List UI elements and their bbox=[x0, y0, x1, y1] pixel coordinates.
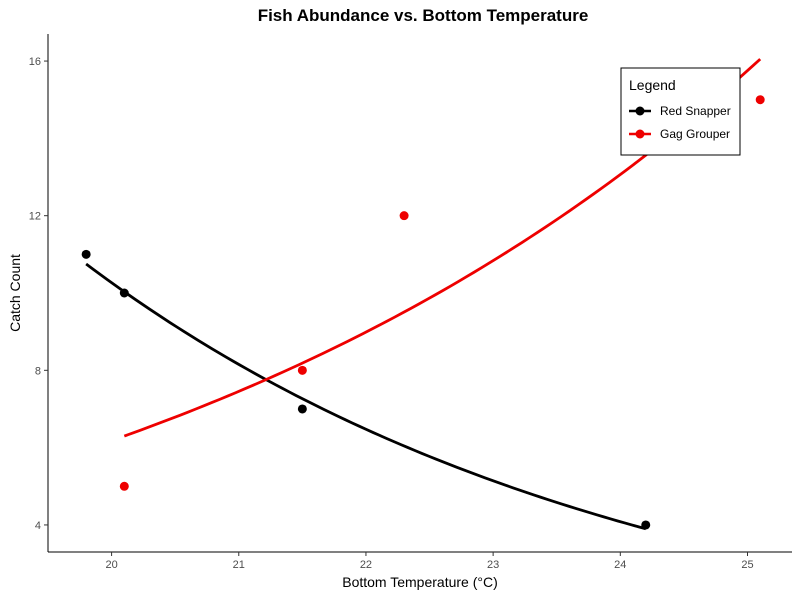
y-tick-label: 12 bbox=[29, 211, 41, 223]
x-tick-label: 25 bbox=[741, 559, 753, 571]
y-tick-label: 4 bbox=[35, 520, 41, 532]
data-point-series-2 bbox=[297, 365, 307, 375]
data-point-series-2 bbox=[755, 95, 765, 105]
x-tick-label: 22 bbox=[360, 559, 372, 571]
data-point-series-1 bbox=[641, 520, 651, 530]
x-tick-label: 24 bbox=[614, 559, 626, 571]
x-tick-label: 20 bbox=[105, 559, 117, 571]
x-tick-label: 23 bbox=[487, 559, 499, 571]
y-ticks: 4 8 12 16 bbox=[29, 56, 48, 532]
legend-key-point bbox=[635, 106, 645, 116]
data-point-series-2 bbox=[119, 481, 129, 491]
data-point-series-1 bbox=[297, 404, 307, 414]
data-point-series-2 bbox=[399, 211, 409, 221]
trend-line-series-1 bbox=[85, 262, 647, 531]
x-ticks: 20 21 22 23 24 25 bbox=[105, 552, 754, 571]
legend-label: Red Snapper bbox=[660, 104, 731, 118]
legend-items: Red Snapper Gag Grouper bbox=[629, 104, 731, 141]
legend-label: Gag Grouper bbox=[660, 127, 730, 141]
y-axis-title: Catch Count bbox=[7, 254, 23, 332]
y-tick-label: 16 bbox=[29, 56, 41, 68]
x-axis-title: Bottom Temperature (°C) bbox=[342, 574, 498, 590]
data-point-series-1 bbox=[119, 288, 129, 298]
legend-title: Legend bbox=[629, 77, 676, 93]
x-tick-label: 21 bbox=[233, 559, 245, 571]
legend: Legend Red Snapper Gag Grouper bbox=[620, 67, 741, 156]
chart-title: Fish Abundance vs. Bottom Temperature bbox=[258, 6, 589, 25]
y-tick-label: 8 bbox=[35, 365, 41, 377]
data-point-series-1 bbox=[81, 249, 91, 259]
legend-box bbox=[620, 67, 741, 156]
legend-key-point bbox=[635, 129, 645, 139]
